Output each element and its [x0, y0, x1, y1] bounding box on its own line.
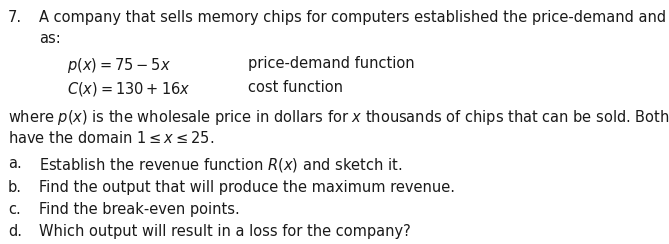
- Text: have the domain $1 \leq x \leq 25$.: have the domain $1 \leq x \leq 25$.: [8, 130, 214, 146]
- Text: Establish the revenue function $R(x)$ and sketch it.: Establish the revenue function $R(x)$ an…: [39, 156, 402, 174]
- Text: A company that sells memory chips for computers established the price-demand and: A company that sells memory chips for co…: [39, 10, 669, 25]
- Text: c.: c.: [8, 202, 21, 217]
- Text: a.: a.: [8, 156, 22, 171]
- Text: cost function: cost function: [248, 80, 343, 95]
- Text: b.: b.: [8, 180, 22, 195]
- Text: d.: d.: [8, 224, 22, 239]
- Text: Find the break-even points.: Find the break-even points.: [39, 202, 240, 217]
- Text: Which output will result in a loss for the company?: Which output will result in a loss for t…: [39, 224, 411, 239]
- Text: $p(x) = 75 - 5x$: $p(x) = 75 - 5x$: [67, 56, 171, 75]
- Text: where $p(x)$ is the wholesale price in dollars for $x$ thousands of chips that c: where $p(x)$ is the wholesale price in d…: [8, 108, 669, 127]
- Text: Find the output that will produce the maximum revenue.: Find the output that will produce the ma…: [39, 180, 455, 195]
- Text: 7.: 7.: [8, 10, 22, 25]
- Text: as:: as:: [39, 31, 61, 46]
- Text: price-demand function: price-demand function: [248, 56, 414, 71]
- Text: $C(x) = 130 + 16x$: $C(x) = 130 + 16x$: [67, 80, 191, 98]
